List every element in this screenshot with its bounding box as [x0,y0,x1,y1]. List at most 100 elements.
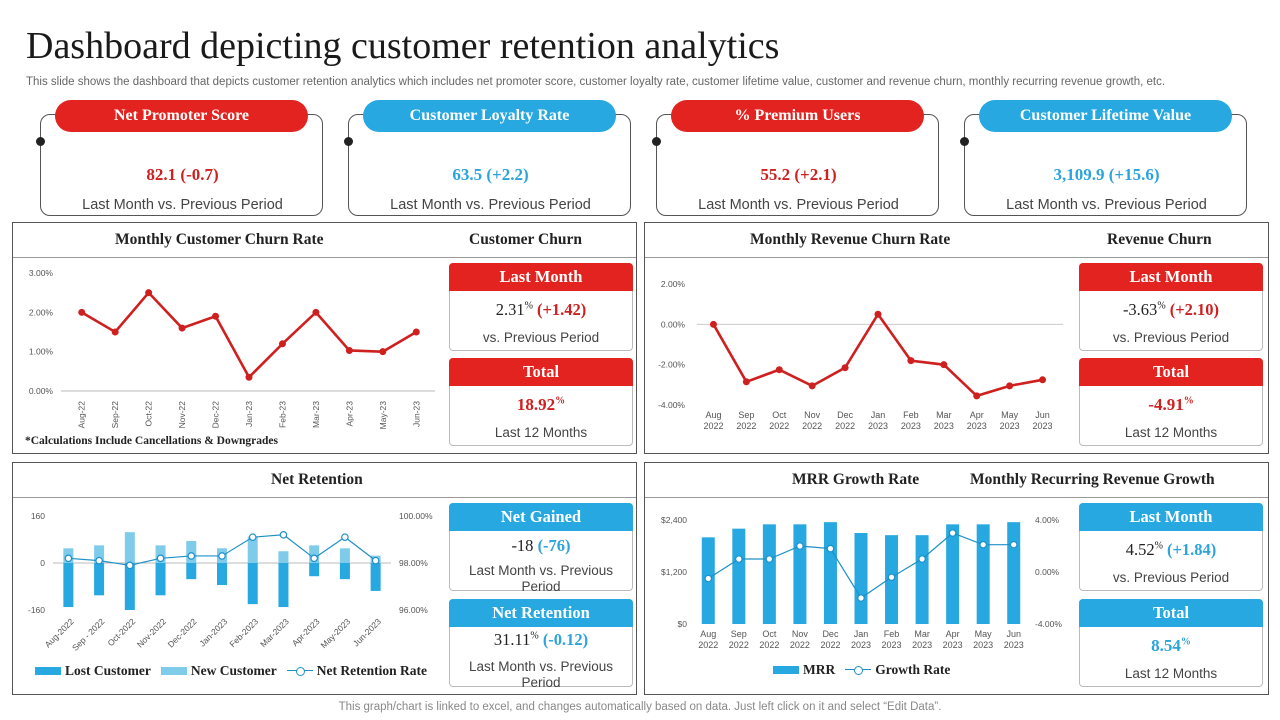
percent-sign: % [555,395,566,407]
kpi-caption: Last Month vs. Previous Period [698,197,899,213]
card-value: -4.91% [1080,395,1262,415]
customer-churn-panel: Monthly Customer Churn Rate Customer Chu… [12,222,637,454]
section-title: Monthly Recurring Revenue Growth [970,471,1215,488]
y2-tick-label: 100.00% [399,511,433,521]
card-value: 8.54% [1080,636,1262,656]
page-subtitle: This slide shows the dashboard that depi… [26,76,1166,88]
x-tick-label: Dec [822,629,839,639]
data-point [371,556,380,565]
x-tick-label: Sep [731,629,747,639]
card-title: Last Month [1079,263,1263,291]
mrr-growth-panel: MRR Growth Rate Monthly Recurring Revenu… [644,462,1269,695]
section-title: Revenue Churn [1107,231,1212,248]
card-value: 4.52% (+1.84) [1080,540,1262,560]
value-number: 18.92 [516,395,556,414]
y-tick-label: $2,400 [661,515,687,525]
x-tick-label: Dec-2022 [166,616,199,649]
data-point [178,324,186,332]
legend-line-marker [845,665,872,675]
card-value: 31.11% (-0.12) [450,630,632,650]
y2-tick-label: 96.00% [399,605,428,615]
y-tick-label: 0 [40,558,45,568]
card-caption: vs. Previous Period [1112,330,1230,345]
x-tick-label: Sep [738,410,754,420]
kpi-label: % Premium Users [671,100,924,132]
x-tick-label: Mar-2023 [258,616,291,649]
value-delta: (-0.12) [538,630,589,649]
x-tick-label: Oct-2022 [105,616,137,648]
mrr-growth-combo-chart: $0$1,200$2,400-4.00%0.00%4.00%Aug2022Sep… [661,515,1062,650]
y2-tick-label: -4.00% [1035,619,1062,629]
x-tick-label: 2022 [729,640,749,650]
legend-label: MRR [803,662,836,677]
value-number: 31.11 [493,630,531,649]
data-point [709,320,717,328]
revenue-churn-line-chart: -4.00%-2.00%0.00%2.00%Aug2022Sep2022Oct2… [658,279,1063,431]
percent-sign: % [1157,300,1166,312]
bar-new-customer [278,551,289,563]
data-point [278,340,286,348]
bar-lost-customer [63,563,74,608]
bar-new-customer [247,536,258,563]
x-tick-label: Oct-22 [144,401,154,427]
legend-label: Net Retention Rate [316,663,427,678]
data-point [742,378,750,386]
net-retention-panel: Net Retention -160 0 160 96.00% 98.00% 100.00… [12,462,637,695]
x-tick-label: Jan [854,629,869,639]
x-tick-label: Sep-22 [110,401,120,429]
percent-sign: % [530,630,539,642]
x-tick-label: Mar-23 [311,401,321,428]
data-point [156,554,165,563]
data-point [887,573,896,582]
bar-lost-customer [217,563,227,586]
x-tick-label: Nov-22 [177,401,187,429]
bullet-dot-icon [960,137,969,146]
x-tick-label: May-23 [378,401,388,430]
card-caption: Last 12 Months [1124,666,1218,681]
bar-lost-customer [94,563,105,596]
percent-sign: % [524,300,533,312]
x-tick-label: Aug-22 [77,401,87,429]
card-caption: Last 12 Months [494,425,588,440]
x-tick-label: Mar [936,410,952,420]
card-caption: Last 12 Months [1124,425,1218,440]
bar-mrr [793,524,807,624]
x-tick-label: Feb [884,629,900,639]
y-tick-label: 2.00% [29,307,54,317]
data-point [796,542,804,550]
y-tick-label: 1.00% [29,347,54,357]
data-point [187,552,196,560]
chart-legend: MRR Growth Rate [773,662,950,678]
y-tick-label: 3.00% [29,268,54,278]
chart-title: Monthly Revenue Churn Rate [750,231,951,248]
x-tick-label: Aug [700,629,716,639]
data-point [973,392,981,400]
card-value: 18.92% [450,395,632,415]
x-tick-label: Nov-2022 [135,616,168,649]
y-tick-label: 160 [31,511,45,521]
data-point [64,554,73,563]
x-tick-label: 2022 [759,640,779,650]
x-tick-label: 2023 [1000,421,1020,431]
y2-tick-label: 4.00% [1035,515,1060,525]
value-number: -18 [511,536,534,555]
x-tick-label: May [975,629,993,639]
bar-new-customer [309,545,320,563]
x-tick-label: May [1001,410,1019,420]
bar-mrr [762,524,776,624]
data-point [248,533,257,541]
x-tick-label: Nov [792,629,809,639]
card-caption: Last Month vs. Previous Period [468,659,614,690]
x-tick-label: Aug [705,410,721,420]
data-point [126,561,134,570]
series-line [712,311,1043,398]
data-point [704,574,713,583]
data-point [218,552,226,560]
x-tick-label: Feb [903,410,919,420]
card-title: Last Month [449,263,633,291]
x-tick-label: Jun [1035,410,1050,420]
y-tick-label: 0.00% [661,319,686,329]
divider [13,257,636,258]
kpi-value: 82.1 (-0.7) [146,165,219,184]
